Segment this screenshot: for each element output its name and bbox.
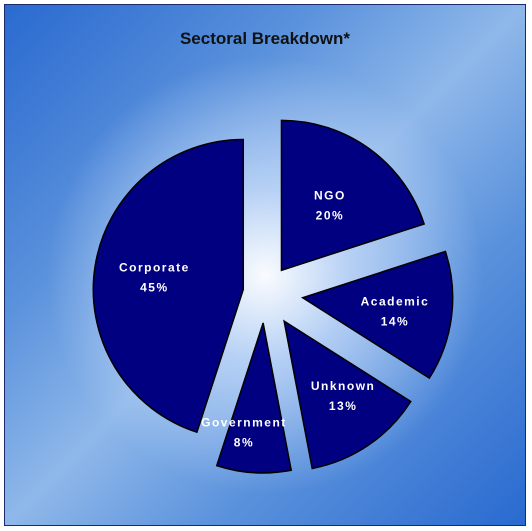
slice-label-ngo: NGO — [314, 189, 346, 203]
slice-value-ngo: 20% — [316, 209, 345, 223]
pie-slice-ngo — [280, 119, 426, 272]
slice-value-corporate: 45% — [140, 280, 169, 294]
chart-title: Sectoral Breakdown* — [179, 29, 351, 48]
chart-frame: Sectoral Breakdown* NGO 20% Academic 14% Unk… — [4, 4, 526, 526]
slice-label-academic: Academic — [361, 294, 430, 308]
pie-slice-corporate — [92, 138, 245, 434]
pie-slice-government — [215, 322, 293, 474]
slice-label-government: Government — [201, 416, 287, 430]
pie-slice-academic — [300, 250, 454, 380]
slice-value-academic: 14% — [381, 314, 410, 328]
pie-chart: NGO 20% Academic 14% Unknown 13% Government 8% C… — [92, 119, 454, 474]
slice-value-government: 8% — [234, 436, 254, 450]
pie-slice-unknown — [283, 319, 412, 470]
slice-label-corporate: Corporate — [119, 260, 190, 274]
slice-value-unknown: 13% — [329, 399, 358, 413]
slice-label-unknown: Unknown — [311, 379, 376, 393]
